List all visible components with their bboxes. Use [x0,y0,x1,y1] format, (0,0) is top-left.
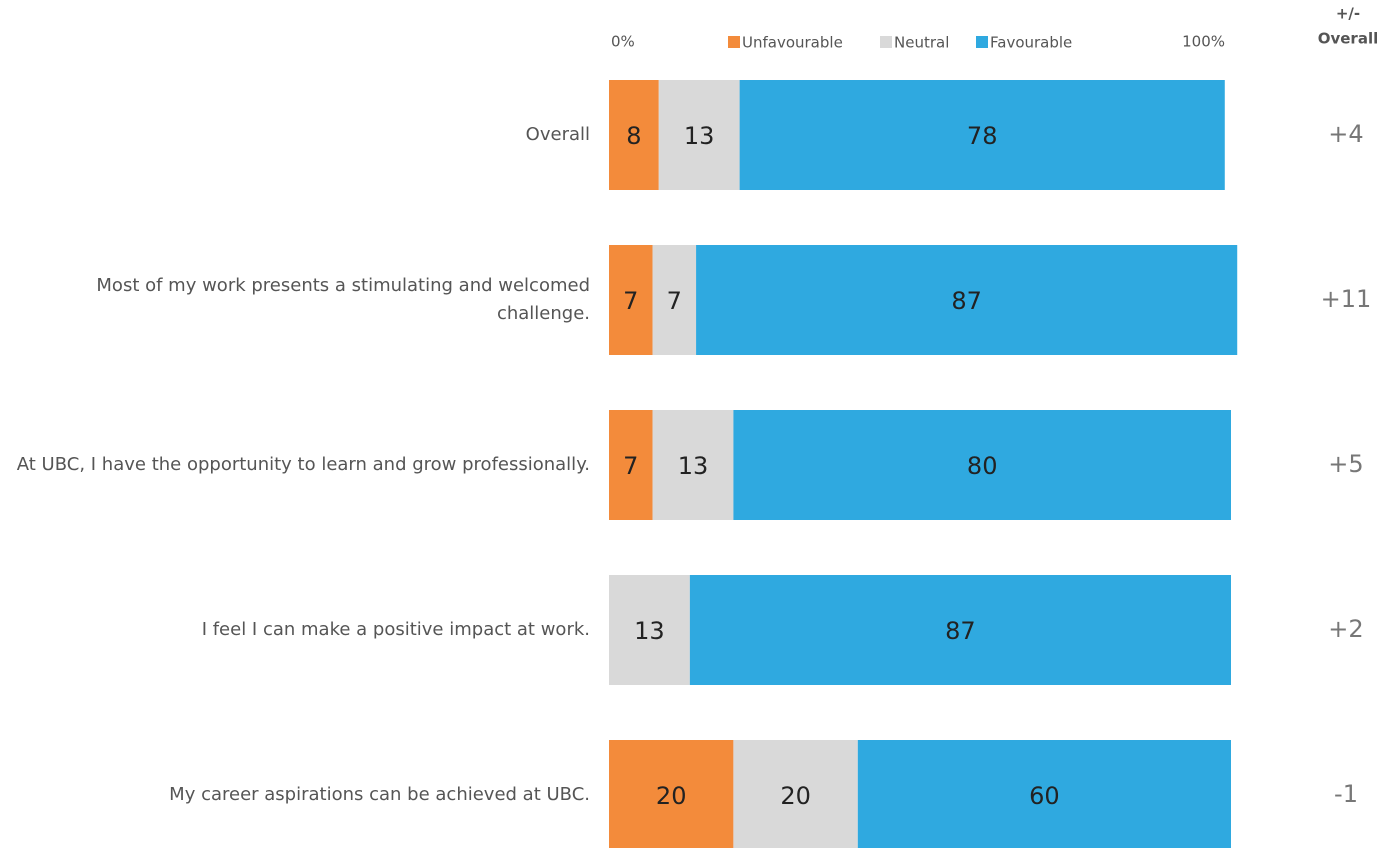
data-label: 7 [623,452,638,480]
data-label: 13 [634,617,665,645]
bar-segment [609,740,734,848]
data-label: 20 [656,782,687,810]
data-label: 60 [1029,782,1060,810]
data-label: 13 [684,122,715,150]
bar-segment [857,740,1231,848]
bar-segment [609,80,659,190]
category-label: My career aspirations can be achieved at… [169,784,590,805]
bar-segment [689,575,1231,685]
data-label: 8 [626,122,641,150]
legend-label: Neutral [894,34,949,52]
bar-segment [652,245,697,355]
bar-segment [609,575,690,685]
category-label: Overall [525,124,590,145]
x-tick-label: 0% [611,33,635,51]
comparison-value: +4 [1328,120,1363,148]
data-label: 87 [945,617,976,645]
bar-segment [609,410,653,520]
category-label: Most of my work presents a stimulating a… [96,275,590,324]
comparison-header: +/- [1336,5,1360,23]
bar-segment [658,80,740,190]
legend-swatch [728,36,740,48]
comparison-value: +11 [1321,285,1372,313]
x-tick-label: 100% [1182,33,1225,51]
data-label: 7 [667,287,682,315]
legend-swatch [976,36,988,48]
bar-segment [733,410,1231,520]
comparison-value: +5 [1328,450,1363,478]
bar-segment [609,245,653,355]
data-label: 78 [967,122,998,150]
comparison-value: -1 [1334,780,1358,808]
bar-segment [733,740,858,848]
legend-label: Unfavourable [742,34,843,52]
legend-label: Favourable [990,34,1072,52]
category-label: At UBC, I have the opportunity to learn … [16,454,590,475]
comparison-value: +2 [1328,615,1363,643]
data-label: 20 [780,782,811,810]
bar-segment [739,80,1225,190]
bar-segment [652,410,734,520]
data-label: 80 [967,452,998,480]
category-label: I feel I can make a positive impact at w… [201,619,590,640]
comparison-header: Overall [1318,30,1379,48]
data-label: 87 [951,287,982,315]
data-label: 13 [678,452,709,480]
legend-swatch [880,36,892,48]
data-label: 7 [623,287,638,315]
bar-segment [696,245,1238,355]
